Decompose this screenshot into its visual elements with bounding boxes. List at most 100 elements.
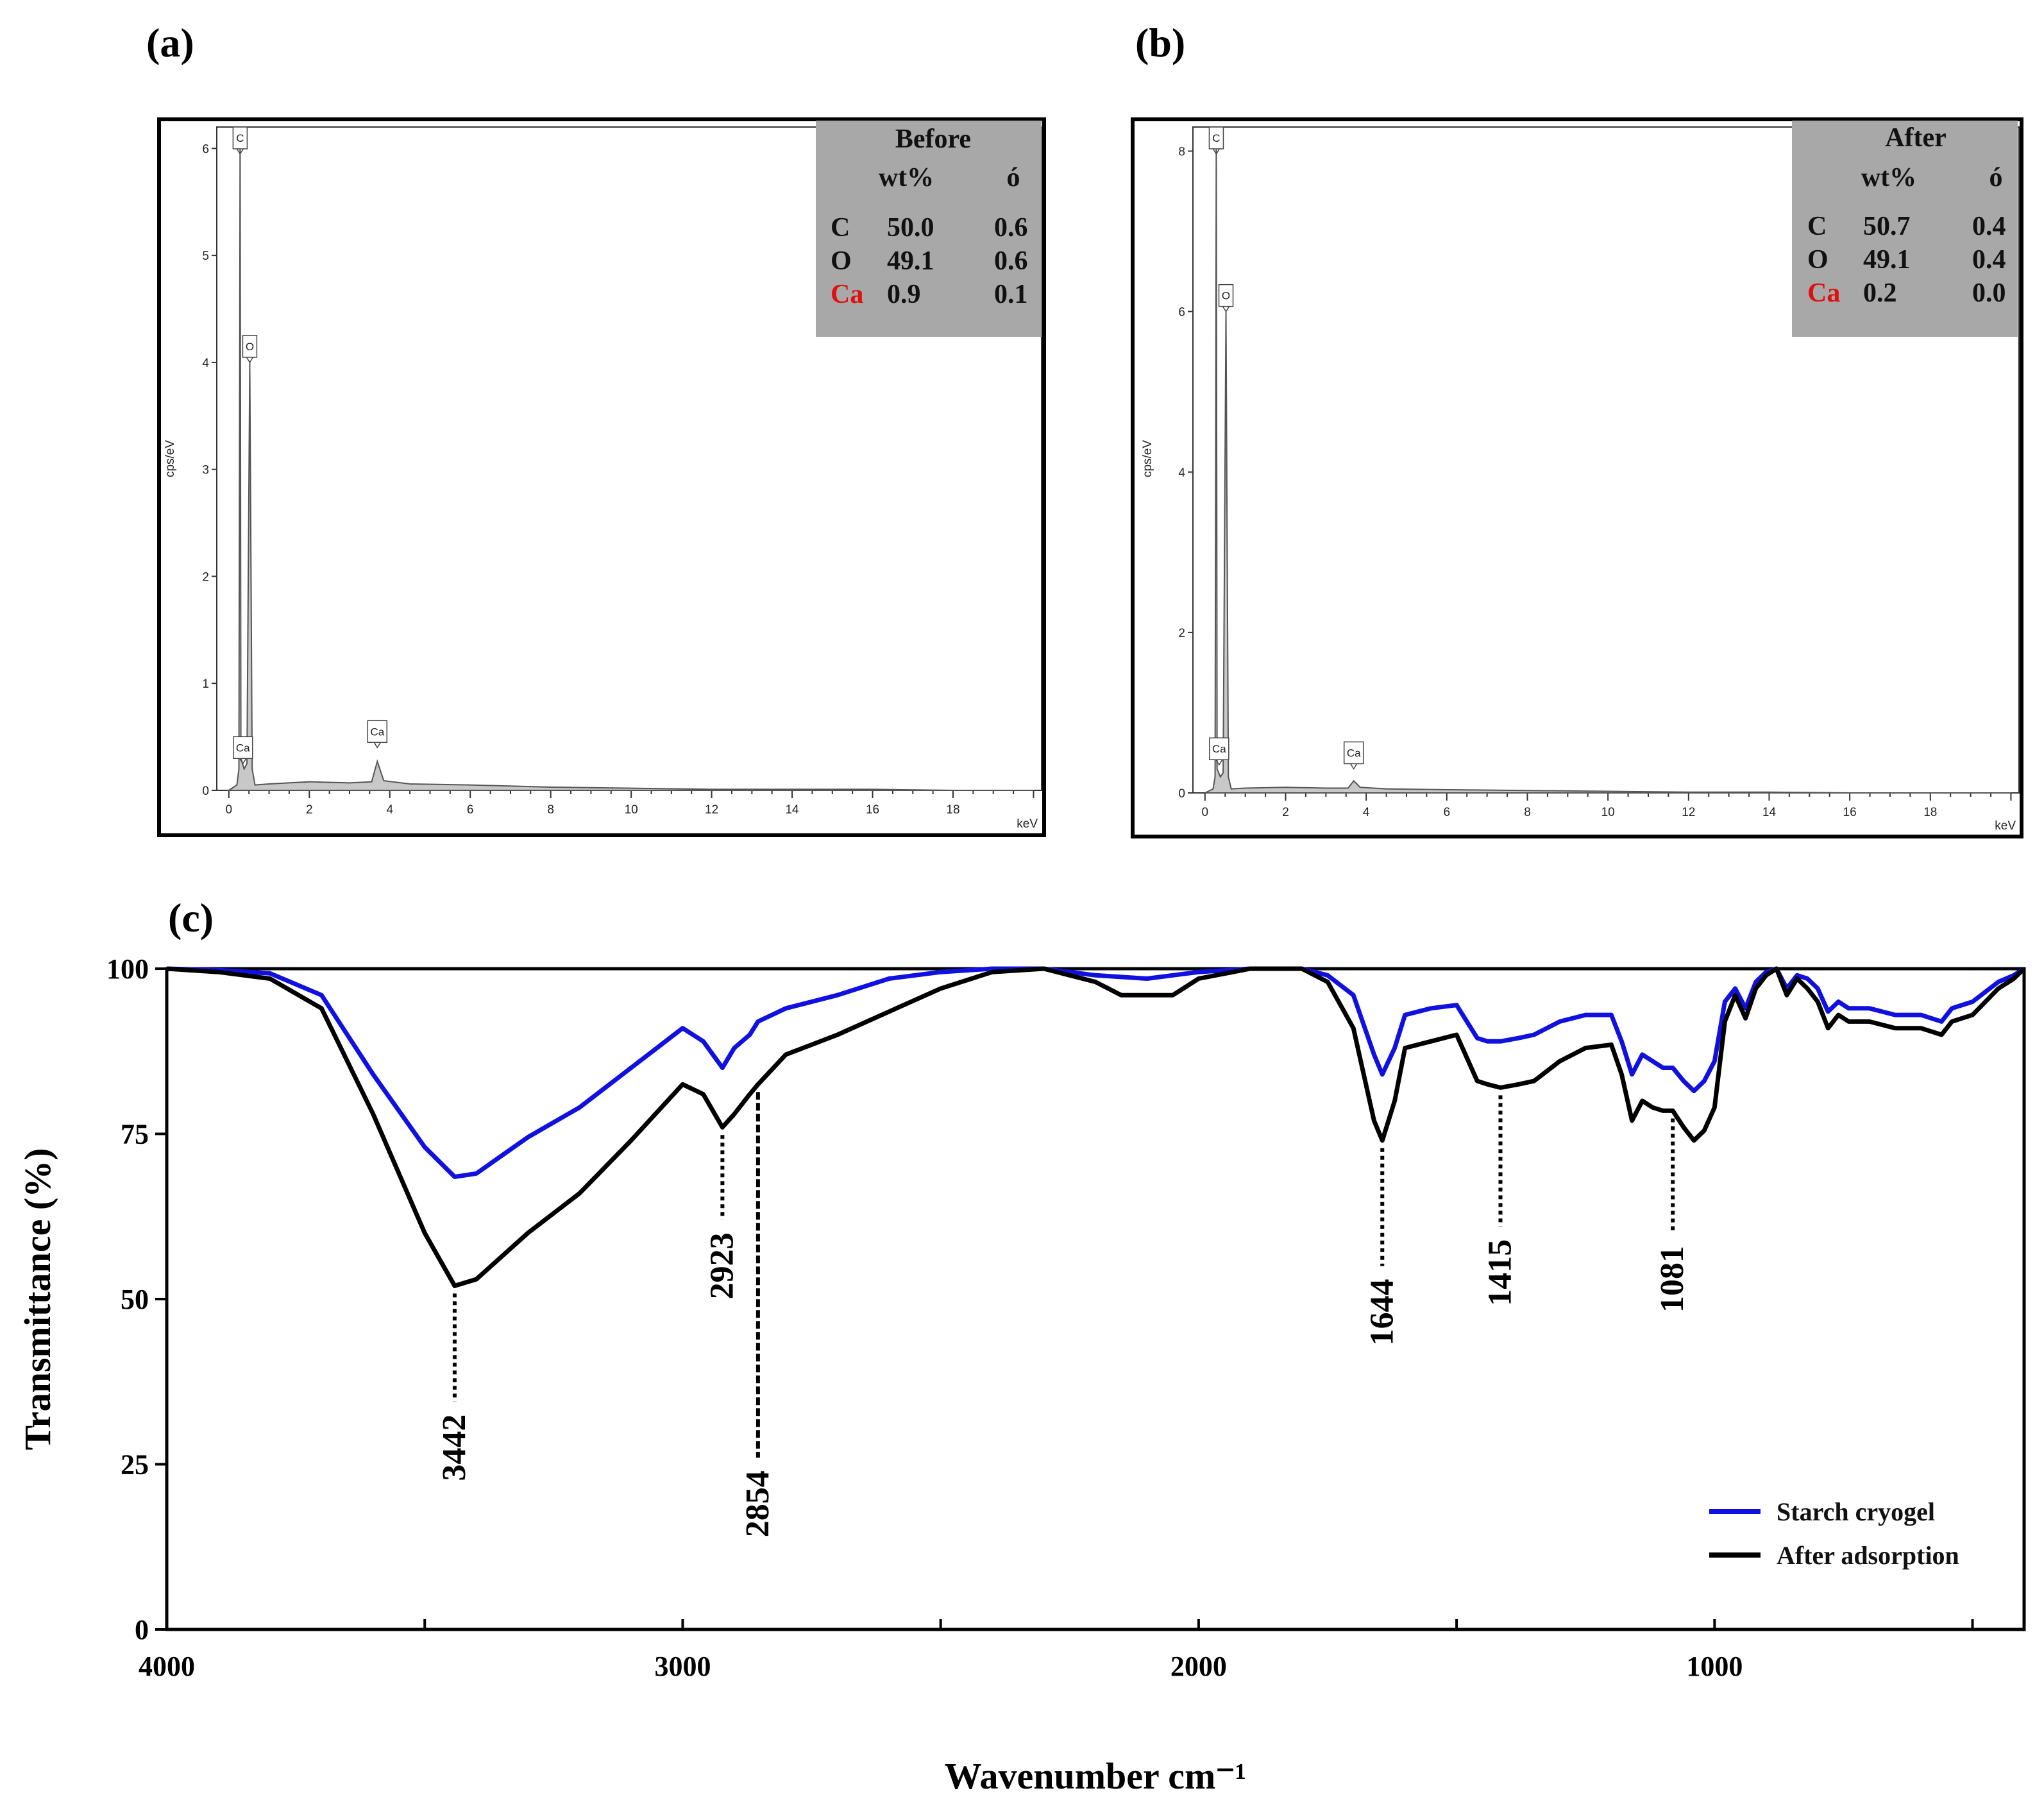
eds-peak-box — [367, 720, 388, 744]
composition-table-bg — [1792, 121, 2018, 337]
eds-y-ticks-after: 0 2 4 6 8 — [1178, 146, 1193, 801]
eds-y-tick-label: 4 — [202, 357, 209, 370]
panel-label-c: (c) — [168, 895, 214, 940]
eds-peak-marker: C — [232, 126, 248, 155]
eds-x-tick-label: 4 — [1363, 806, 1370, 819]
composition-sigma: 0.6 — [994, 213, 1028, 242]
eds-y-tick-label: 0 — [1178, 787, 1185, 801]
eds-x-tick-label: 12 — [705, 803, 718, 817]
ftir-y-tick-label: 25 — [121, 1449, 149, 1481]
eds-y-tick-label: 8 — [1178, 146, 1185, 159]
composition-wt: 49.1 — [887, 246, 934, 276]
eds-peak-pointer — [1212, 148, 1220, 155]
eds-spectrum-before — [226, 126, 1034, 791]
legend-label-after-adsorption: After adsorption — [1777, 1541, 1959, 1570]
series-after-adsorption-line — [166, 966, 2026, 1288]
ftir-annotation-label: 1081 — [1654, 1246, 1691, 1313]
eds-x-tick-label: 8 — [547, 803, 554, 817]
eds-x-tick-label: 6 — [467, 803, 474, 817]
eds-ylabel-after: cps/eV — [1141, 440, 1154, 477]
composition-sigma: 0.4 — [1972, 212, 2006, 241]
eds-y-ticks-before: 0 1 2 3 4 5 6 — [202, 142, 217, 798]
composition-sigma: 0.4 — [1972, 245, 2006, 275]
composition-element: O — [831, 246, 852, 276]
eds-peak-marker: Ca — [367, 720, 388, 749]
ftir-annotation-label: 3442 — [436, 1415, 473, 1481]
composition-col-wt: wt% — [879, 163, 934, 192]
eds-x-tick-label: 4 — [386, 803, 393, 817]
eds-y-tick-label: 2 — [202, 570, 209, 584]
composition-wt: 0.9 — [887, 280, 921, 309]
eds-y-tick-label: 5 — [202, 250, 209, 263]
composition-sigma: 0.6 — [994, 246, 1028, 276]
eds-peak-label: Ca — [236, 742, 250, 754]
eds-xlabel-after: keV — [1995, 819, 2016, 833]
eds-y-tick-label: 1 — [202, 677, 209, 691]
eds-x-tick-label: 6 — [1444, 806, 1451, 819]
legend-label-starch-cryogel: Starch cryogel — [1777, 1497, 1935, 1526]
ftir-x-tick-label: 1000 — [1686, 1651, 1743, 1682]
ftir-x-tick-label: 3000 — [654, 1651, 711, 1682]
ftir-annotation-label: 1415 — [1482, 1239, 1518, 1306]
eds-peak-pointer — [1215, 759, 1223, 766]
eds-peak-pointer — [373, 742, 381, 749]
eds-x-tick-label: 18 — [1923, 806, 1937, 819]
composition-wt: 50.0 — [887, 213, 934, 242]
ftir-annotation-label: 1644 — [1364, 1279, 1400, 1346]
eds-peak-label: Ca — [370, 726, 384, 738]
eds-y-tick-label: 0 — [202, 785, 209, 798]
eds-peak-labels-after: C O Ca Ca — [1208, 126, 1364, 770]
composition-col-wt: wt% — [1861, 163, 1916, 192]
eds-x-tick-label: 2 — [306, 803, 313, 817]
eds-x-ticks-before: 0 2 4 6 8 10 12 14 16 18 — [226, 790, 1035, 817]
ftir-peak-annotations: 3442 2923 2854 1644 1415 1081 — [436, 1092, 1691, 1537]
composition-element: C — [831, 213, 850, 242]
ftir-y-tick-label: 0 — [135, 1614, 149, 1645]
eds-peak-label: Ca — [1212, 743, 1226, 755]
composition-table-title: Before — [895, 124, 971, 154]
ftir-y-axis-title: Transmittance (%) — [17, 1148, 58, 1450]
composition-sigma: 0.0 — [1972, 278, 2006, 308]
eds-x-tick-label: 8 — [1524, 806, 1531, 819]
ftir-x-axis-title: Wavenumber cm⁻¹ — [945, 1755, 1247, 1797]
eds-peak-marker: Ca — [1343, 741, 1364, 770]
composition-sigma: 0.1 — [994, 280, 1028, 309]
eds-peak-pointer — [239, 758, 247, 765]
eds-peak-marker: Ca — [233, 736, 253, 765]
composition-element-ca: Ca — [1807, 278, 1840, 308]
ftir-y-tick-label: 50 — [121, 1284, 149, 1315]
eds-peak-pointer — [246, 357, 254, 364]
eds-peak-box — [1218, 284, 1234, 307]
eds-y-tick-label: 3 — [202, 464, 209, 477]
ftir-annotation-label: 2923 — [704, 1232, 740, 1299]
composition-table-bg — [816, 121, 1042, 337]
ftir-annotation-label: 2854 — [739, 1470, 776, 1537]
eds-x-tick-label: 2 — [1282, 806, 1289, 819]
eds-x-tick-label: 10 — [1601, 806, 1615, 819]
composition-element: C — [1807, 212, 1827, 241]
eds-x-tick-label: 10 — [625, 803, 638, 817]
composition-element-ca: Ca — [831, 280, 863, 309]
eds-y-tick-label: 6 — [202, 142, 209, 156]
eds-y-tick-label: 4 — [1178, 466, 1185, 480]
eds-peak-label: O — [1222, 290, 1230, 302]
eds-x-tick-label: 16 — [1843, 806, 1857, 819]
ftir-x-tick-label: 2000 — [1170, 1651, 1227, 1682]
composition-table-title: After — [1885, 123, 1947, 153]
eds-peak-box — [242, 335, 258, 358]
series-starch-cryogel-line — [166, 966, 2025, 1179]
eds-y-tick-label: 6 — [1178, 306, 1185, 319]
eds-x-tick-label: 18 — [946, 803, 959, 817]
eds-peak-pointer — [1350, 763, 1358, 770]
eds-x-tick-label: 0 — [226, 803, 233, 817]
eds-peak-box — [1208, 126, 1224, 149]
ftir-x-ticks: 4000 3000 2000 1000 — [139, 1619, 1974, 1682]
eds-x-tick-label: 16 — [866, 803, 879, 817]
eds-x-tick-label: 14 — [785, 803, 799, 817]
eds-peak-box — [1343, 741, 1364, 765]
eds-x-tick-label: 12 — [1682, 806, 1695, 819]
composition-col-sigma: ó — [1007, 163, 1020, 192]
